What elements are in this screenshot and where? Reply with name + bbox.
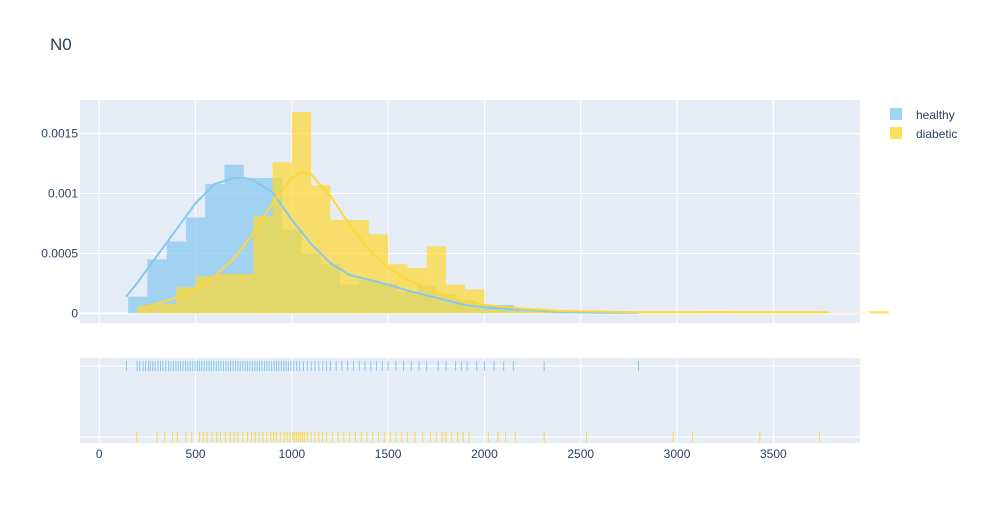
histogram-bar-diabetic[interactable] [137,306,158,314]
legend-swatch-diabetic[interactable] [890,127,902,139]
x-tick-label: 0 [96,447,103,461]
y-tick-label: 0.0005 [41,246,78,260]
histogram-bar-diabetic[interactable] [253,216,273,314]
histogram-bar-diabetic[interactable] [503,311,523,314]
x-tick-label: 3000 [664,447,691,461]
histogram-bar-diabetic[interactable] [484,309,504,314]
histogram-bar-diabetic[interactable] [330,219,350,314]
y-tick-label: 0 [71,306,78,320]
x-tick-label: 500 [186,447,206,461]
rug-diabetic [136,432,821,442]
rug-plot-area: 0 500 1000 1500 2000 2500 3000 3500 [80,358,860,461]
histogram-bar-diabetic[interactable] [407,267,427,314]
histogram-bar-diabetic[interactable] [522,311,543,314]
x-tick-label: 3500 [760,447,787,461]
histogram-bar-diabetic[interactable] [291,111,312,314]
histogram-bar-diabetic[interactable] [542,312,562,314]
kde-curve-diabetic[interactable] [137,170,828,314]
histogram-bar-diabetic[interactable] [157,303,177,314]
main-plot-area: 0 0.0005 0.001 0.0015 [41,100,889,323]
y-tick-label: 0.001 [48,187,78,201]
histogram-bar-healthy[interactable] [474,305,495,314]
x-tick-label: 1500 [375,447,402,461]
chart-title: N0 [50,35,72,54]
histogram-bar-diabetic[interactable] [311,185,331,314]
legend-label-healthy[interactable]: healthy [916,108,955,122]
histogram-bar-healthy[interactable] [147,259,167,314]
legend: healthy diabetic [890,108,957,141]
x-tick-label: 2500 [567,447,594,461]
histogram-bar-diabetic[interactable] [214,273,235,314]
y-tick-label: 0.0015 [41,127,78,141]
histogram-bar-diabetic[interactable] [349,219,369,314]
x-tick-label: 1000 [279,447,306,461]
rug-plot-background [80,358,860,443]
histogram-bar-diabetic[interactable] [831,312,851,314]
histogram-bar-diabetic[interactable] [176,287,196,314]
rug-healthy [125,361,640,371]
histogram-bar-diabetic[interactable] [234,273,254,314]
legend-swatch-healthy[interactable] [890,108,902,120]
histogram-bar-diabetic[interactable] [272,162,292,314]
histogram-bar-diabetic[interactable] [426,246,446,314]
histogram-diabetic [137,111,889,314]
x-tick-label: 2000 [471,447,498,461]
histogram-bar-diabetic[interactable] [850,312,870,314]
histogram-bar-diabetic[interactable] [869,311,889,314]
legend-label-diabetic[interactable]: diabetic [916,127,957,141]
kde-curve-healthy[interactable] [125,176,639,314]
histogram-bar-diabetic[interactable] [368,234,389,314]
